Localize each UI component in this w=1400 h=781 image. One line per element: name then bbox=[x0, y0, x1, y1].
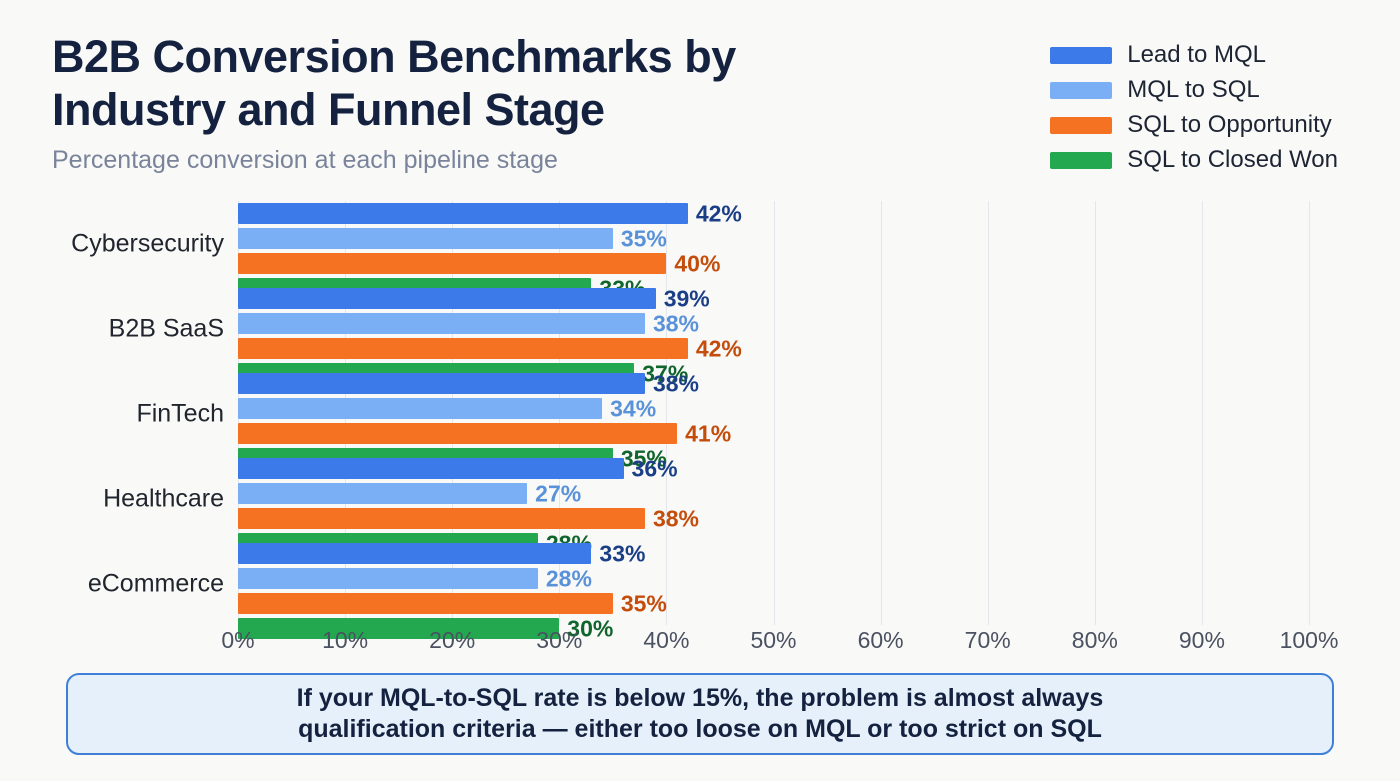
gridline bbox=[1201, 201, 1203, 625]
bar-row: 30% bbox=[238, 615, 1309, 641]
legend-item[interactable]: SQL to Closed Won bbox=[1050, 147, 1338, 173]
bar-row: 39% bbox=[238, 285, 1309, 311]
x-axis-tick-label: 60% bbox=[857, 627, 904, 653]
bar[interactable] bbox=[238, 288, 656, 309]
gridline bbox=[880, 201, 882, 625]
bar-value-label: 30% bbox=[567, 615, 614, 641]
legend-swatch-icon bbox=[1050, 81, 1113, 99]
x-axis-tick-label: 50% bbox=[750, 627, 797, 653]
gridline bbox=[1094, 201, 1096, 625]
category-label: B2B SaaS bbox=[108, 314, 224, 342]
x-axis-tick-label: 30% bbox=[536, 627, 583, 653]
legend-item-label: Lead to MQL bbox=[1127, 41, 1266, 68]
x-axis-tick-label: 20% bbox=[429, 627, 476, 653]
bar-group: eCommerce 33% 28% 35% 30% bbox=[88, 540, 1309, 641]
bar[interactable] bbox=[238, 618, 560, 639]
bar-row: 38% bbox=[238, 505, 1309, 531]
bar[interactable] bbox=[238, 338, 688, 359]
x-axis-tick-label: 40% bbox=[643, 627, 690, 653]
bar-value-label: 41% bbox=[685, 420, 732, 446]
bar-row: 35% bbox=[238, 590, 1309, 616]
bar-value-label: 37% bbox=[642, 360, 689, 386]
category-label: eCommerce bbox=[87, 569, 224, 597]
bar-value-label: 35% bbox=[620, 590, 667, 616]
bar[interactable] bbox=[238, 423, 678, 444]
bar-row: 36% bbox=[238, 455, 1309, 481]
bar-value-label: 38% bbox=[652, 505, 700, 531]
bar-value-label: 38% bbox=[652, 370, 700, 396]
bar[interactable] bbox=[238, 398, 603, 419]
bar-group: B2B SaaS 39% 38% 42% 37% bbox=[109, 285, 1309, 386]
bar-row: 42% bbox=[238, 335, 1309, 361]
x-axis-tick-label: 70% bbox=[964, 627, 1011, 653]
bar-row: 38% bbox=[238, 370, 1309, 396]
bar-group: FinTech 38% 34% 41% 35% bbox=[136, 370, 1309, 471]
bar-value-label: 38% bbox=[652, 310, 700, 336]
bar[interactable] bbox=[238, 313, 645, 334]
legend-swatch-icon bbox=[1050, 46, 1113, 64]
page-subtitle: Percentage conversion at each pipeline s… bbox=[52, 146, 558, 174]
insight-callout: If your MQL-to-SQL rate is below 15%, th… bbox=[66, 673, 1334, 755]
bar-value-label: 42% bbox=[695, 335, 742, 361]
x-axis-tick-label: 100% bbox=[1279, 627, 1339, 653]
bar[interactable] bbox=[238, 483, 528, 504]
gridline bbox=[987, 201, 989, 625]
x-axis-tick-label: 10% bbox=[322, 627, 369, 653]
chart-header: B2B Conversion Benchmarks by Industry an… bbox=[52, 30, 952, 175]
bar[interactable] bbox=[238, 373, 645, 394]
category-label: Cybersecurity bbox=[71, 229, 224, 257]
legend-swatch-icon bbox=[1050, 116, 1113, 134]
bar[interactable] bbox=[238, 253, 667, 274]
bar-value-label: 28% bbox=[545, 565, 592, 591]
bar-row: 40% bbox=[238, 250, 1309, 276]
bar[interactable] bbox=[238, 568, 538, 589]
bar[interactable] bbox=[238, 458, 624, 479]
bar-row: 38% bbox=[238, 310, 1309, 336]
gridline bbox=[773, 201, 775, 625]
bar-value-label: 35% bbox=[620, 225, 667, 251]
bar[interactable] bbox=[238, 593, 613, 614]
bar[interactable] bbox=[238, 203, 688, 224]
legend-item[interactable]: SQL to Opportunity bbox=[1050, 112, 1332, 138]
gridline bbox=[666, 201, 668, 625]
bar-value-label: 40% bbox=[674, 250, 721, 276]
bar-value-label: 39% bbox=[663, 285, 710, 311]
category-label: FinTech bbox=[136, 399, 224, 427]
bar[interactable] bbox=[238, 228, 613, 249]
legend-item[interactable]: MQL to SQL bbox=[1050, 77, 1260, 103]
x-axis-tick-label: 0% bbox=[221, 627, 255, 653]
bar-row: 35% bbox=[238, 225, 1309, 251]
bar-value-label: 27% bbox=[535, 480, 582, 506]
bar-value-label: 34% bbox=[610, 395, 657, 421]
gridline bbox=[1309, 201, 1310, 625]
legend-item-label: SQL to Opportunity bbox=[1127, 111, 1332, 138]
bar-row: 27% bbox=[238, 480, 1309, 506]
bar[interactable] bbox=[238, 508, 645, 529]
insight-callout-text: If your MQL-to-SQL rate is below 15%, th… bbox=[296, 684, 1104, 743]
legend-swatch-icon bbox=[1050, 151, 1113, 169]
legend-item[interactable]: Lead to MQL bbox=[1050, 42, 1266, 68]
legend-item-label: SQL to Closed Won bbox=[1127, 146, 1338, 173]
bar-value-label: 36% bbox=[631, 455, 678, 481]
bar-row: 41% bbox=[238, 420, 1309, 446]
bar-row: 34% bbox=[238, 395, 1309, 421]
bar-row: 28% bbox=[238, 565, 1309, 591]
x-axis-tick-label: 80% bbox=[1071, 627, 1118, 653]
legend-item-label: MQL to SQL bbox=[1127, 76, 1260, 103]
category-label: Healthcare bbox=[103, 484, 224, 512]
bar-value-label: 33% bbox=[599, 540, 646, 566]
bar-row: 42% bbox=[238, 200, 1309, 226]
bar-row: 33% bbox=[238, 540, 1309, 566]
x-axis: 0% 10% 20% 30% 40% 50% 60% 70% 80% 90% 100% bbox=[221, 627, 1338, 657]
chart-legend: Lead to MQL MQL to SQL SQL to Opportunity S… bbox=[1050, 42, 1338, 173]
bar-value-label: 35% bbox=[620, 445, 667, 471]
bar-value-label: 42% bbox=[695, 200, 742, 226]
x-axis-tick-label: 90% bbox=[1178, 627, 1225, 653]
page-title: B2B Conversion Benchmarks by Industry an… bbox=[52, 31, 736, 135]
bar[interactable] bbox=[238, 543, 592, 564]
